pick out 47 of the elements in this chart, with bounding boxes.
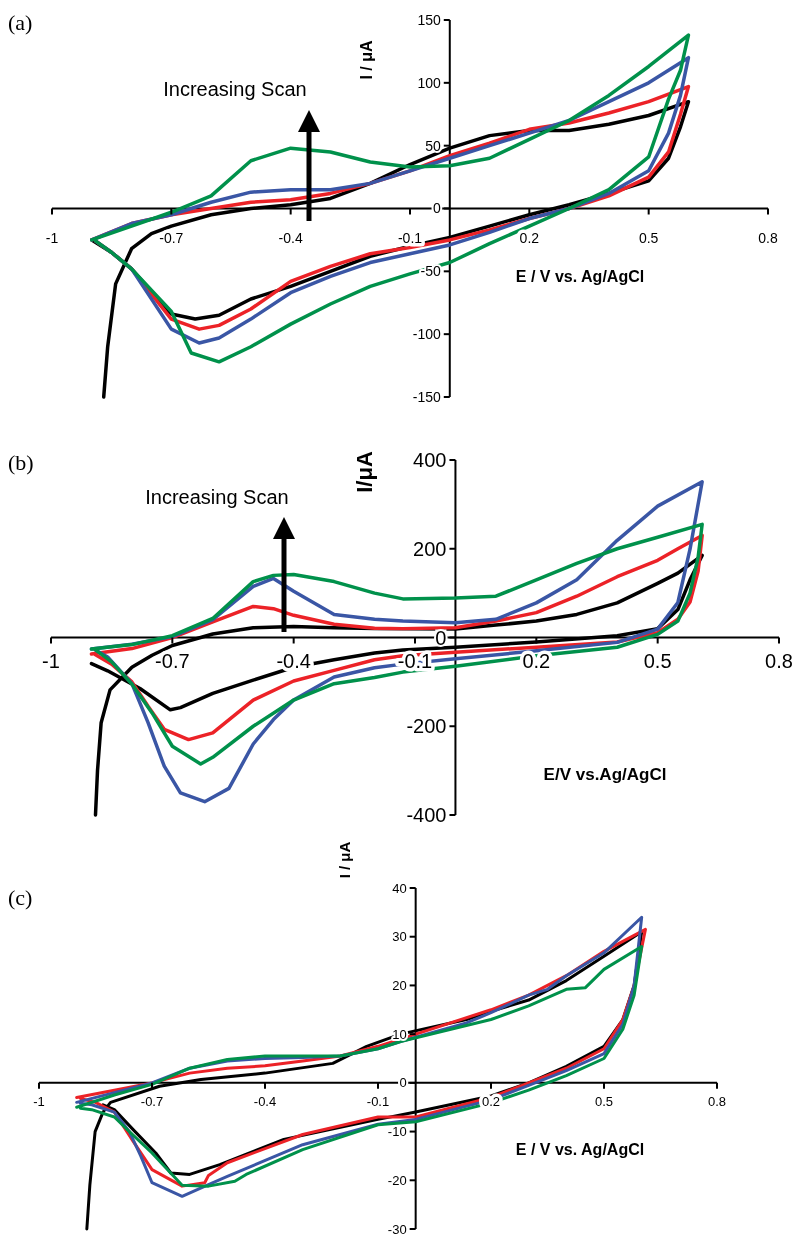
y-tick-label: -150 [412,388,441,405]
y-tick-label: 20 [392,977,407,993]
x-tick-label: 0.5 [594,1093,614,1109]
y-axis-title: I / μA [336,841,353,879]
chart-title: (c) [8,885,33,910]
chart-title: (a) [8,10,33,35]
y-tick-label: -20 [387,1172,407,1188]
x-tick-label: -0.4 [253,1093,277,1109]
x-tick-label: 0.5 [643,649,672,672]
x-tick-label: -0.1 [397,229,423,246]
y-tick-label: 0 [399,1075,407,1091]
y-axis-title: I / μA [358,39,375,80]
x-tick-label: -0.4 [278,229,303,246]
y-tick-label: -30 [387,1221,407,1236]
y-axis-title: I/μA [352,451,377,493]
x-tick-label: -0.1 [366,1093,390,1109]
y-tick-label: 50 [425,137,441,154]
x-tick-label: 0.5 [638,229,659,246]
y-tick-label: 200 [413,537,447,560]
x-tick-label: 0.8 [765,649,793,672]
x-axis-title: E / V vs. Ag/AgCl [515,268,645,285]
y-tick-label: 40 [392,880,407,896]
x-tick-label: -1 [42,649,60,672]
y-tick-label: -400 [406,804,447,826]
x-tick-label: -0.7 [140,1093,164,1109]
y-tick-label: 0 [435,626,447,649]
annotation: Increasing Scan [163,78,307,100]
x-axis-title: E / V vs. Ag/AgCl [515,1141,645,1158]
annotation: Increasing Scan [145,486,289,508]
y-tick-label: 100 [417,74,441,91]
x-tick-label: -1 [33,1093,45,1109]
x-tick-label: -0.7 [159,229,184,246]
x-tick-label: -0.7 [155,649,190,672]
y-tick-label: 0 [432,200,441,217]
x-axis-title: E/V vs.Ag/AgCl [543,765,667,784]
y-tick-label: 30 [392,929,407,945]
y-tick-label: -10 [387,1124,407,1140]
x-tick-label: -1 [45,229,59,246]
y-tick-label: -100 [412,326,441,343]
x-tick-label: 0.2 [519,229,540,246]
x-tick-label: 0.8 [707,1093,727,1109]
y-tick-label: -200 [406,715,447,738]
x-tick-label: 0.8 [758,229,778,246]
y-tick-label: 150 [417,11,441,28]
y-tick-label: 400 [413,449,447,471]
y-tick-label: 10 [392,1026,407,1042]
chart-title: (b) [8,450,34,475]
